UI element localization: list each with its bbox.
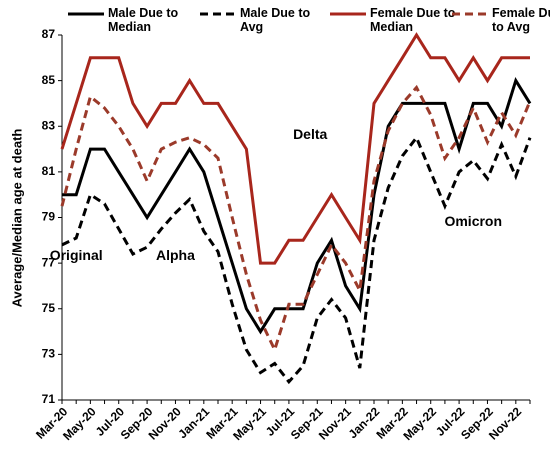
annotation: Delta	[293, 126, 327, 142]
annotation: Original	[50, 247, 103, 263]
legend-label: Male Due to Avg	[240, 6, 311, 34]
legend-swatch	[68, 12, 104, 16]
x-tick-label: Nov-21	[316, 404, 354, 442]
legend-item: Female Due to Avg	[452, 6, 550, 34]
series-line	[62, 77, 532, 335]
legend-swatch	[452, 12, 488, 16]
y-tick-label: 73	[42, 347, 56, 361]
y-tick-label: 77	[42, 255, 56, 269]
legend-label: Female Due to Avg	[492, 6, 550, 34]
legend: Male Due to Median Male Due to Avg Female …	[0, 4, 550, 44]
y-tick-label: 75	[42, 301, 56, 315]
legend-item: Male Due to Avg	[200, 6, 312, 34]
y-tick-label: 87	[42, 27, 56, 41]
x-tick-label: Nov-22	[486, 404, 524, 442]
y-tick-label: 85	[42, 73, 56, 87]
legend-item: Female Due to Median	[330, 6, 462, 34]
y-axis-label: Average/Median age at death	[9, 129, 24, 308]
annotation: Alpha	[156, 247, 195, 263]
series-line	[60, 84, 532, 354]
legend-swatch	[200, 12, 236, 16]
legend-label: Male Due to Median	[108, 6, 179, 34]
legend-item: Male Due to Median	[68, 6, 200, 34]
y-tick-label: 71	[42, 392, 56, 406]
legend-swatch	[330, 12, 366, 16]
series-line	[61, 134, 532, 385]
y-tick-label: 83	[42, 118, 56, 132]
series-line	[60, 32, 530, 265]
y-tick-label: 79	[42, 210, 56, 224]
annotation: Omicron	[444, 213, 502, 229]
y-tick-label: 81	[42, 164, 56, 178]
x-tick-label: Nov-20	[146, 404, 184, 442]
legend-label: Female Due to Median	[370, 6, 456, 34]
